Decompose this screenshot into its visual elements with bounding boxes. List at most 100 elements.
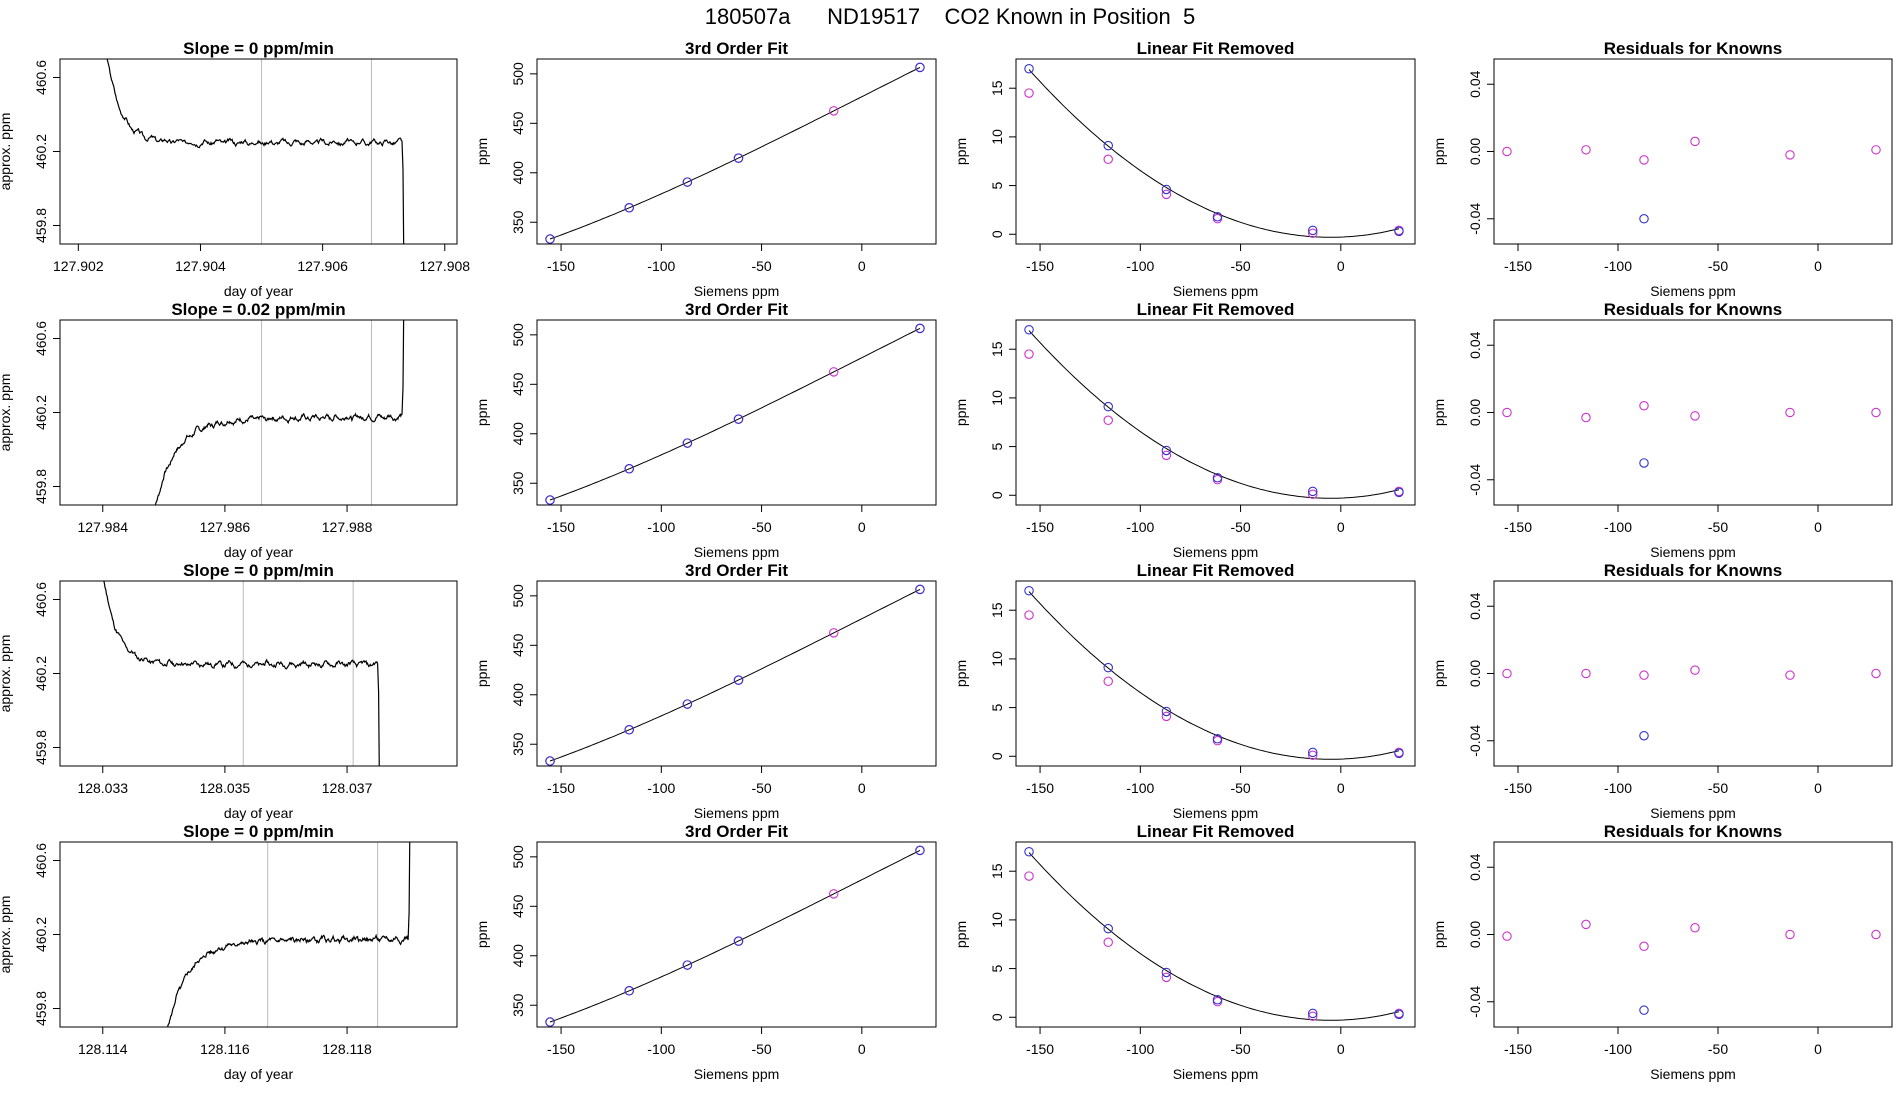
panel-title: Residuals for Knowns xyxy=(1604,300,1783,319)
panel-title: 3rd Order Fit xyxy=(685,39,788,58)
known-point-blue xyxy=(624,464,634,474)
x-axis-label: day of year xyxy=(224,544,294,560)
y-tick-label: 0 xyxy=(989,1013,1005,1021)
plot-area xyxy=(545,845,925,1027)
x-tick-label: -100 xyxy=(1126,780,1154,796)
y-axis-label: approx. ppm xyxy=(0,374,13,452)
plot-area xyxy=(1502,136,1881,224)
panel-title: Residuals for Knowns xyxy=(1604,822,1783,841)
known-point-magenta xyxy=(1103,676,1113,687)
x-axis-label: Siemens ppm xyxy=(1650,805,1736,821)
panel-title: Slope = 0 ppm/min xyxy=(183,822,334,841)
panel-frame xyxy=(536,841,937,1028)
panel-1-2: Linear Fit Removed Siemens ppm ppm -150 -100… xyxy=(953,300,1416,560)
plot-area xyxy=(167,842,411,1027)
y-axis-label: approx. ppm xyxy=(0,635,13,713)
known-point-blue xyxy=(1212,994,1223,1005)
known-point-magenta xyxy=(1103,415,1113,426)
y-axis-label: ppm xyxy=(953,660,969,687)
known-point-blue xyxy=(1394,487,1404,498)
known-point-blue xyxy=(1394,226,1404,237)
plot-area xyxy=(1024,585,1404,761)
panel-frame xyxy=(1015,319,1416,506)
y-tick-label: 350 xyxy=(510,210,526,234)
x-tick-label: -50 xyxy=(1708,1041,1728,1057)
plot-area xyxy=(154,320,405,505)
panel-frame xyxy=(1493,841,1893,1028)
known-point-blue xyxy=(1103,140,1113,151)
known-point-blue xyxy=(545,234,555,244)
x-tick-label: -50 xyxy=(1708,780,1728,796)
known-point-blue xyxy=(1161,445,1172,456)
known-point-magenta xyxy=(1307,228,1318,239)
known-point-blue xyxy=(682,699,693,709)
x-axis-label: Siemens ppm xyxy=(1650,283,1736,299)
figure-title: 180507a ND19517 CO2 Known in Position 5 xyxy=(704,4,1196,29)
known-point-magenta xyxy=(1212,996,1223,1007)
plot-area xyxy=(1024,63,1404,239)
known-point-blue xyxy=(624,986,634,996)
x-tick-label: 127.988 xyxy=(322,519,373,535)
x-tick-label: 128.033 xyxy=(77,780,128,796)
y-tick-label: 460.6 xyxy=(33,321,49,356)
known-point-blue xyxy=(1639,1005,1649,1015)
known-point-blue xyxy=(1024,585,1034,596)
y-tick-label: 450 xyxy=(510,372,526,396)
y-axis-label: approx. ppm xyxy=(0,896,13,974)
known-point-blue xyxy=(915,62,925,73)
x-tick-label: -150 xyxy=(1504,1041,1532,1057)
x-axis-label: Siemens ppm xyxy=(694,544,780,560)
known-point-magenta xyxy=(1785,670,1795,680)
panel-1-1: 3rd Order Fit Siemens ppm ppm -150 -100 -50 0 3… xyxy=(474,300,937,560)
known-point-blue xyxy=(624,203,634,213)
x-tick-label: -50 xyxy=(1708,519,1728,535)
y-axis-label: ppm xyxy=(474,399,490,426)
x-tick-label: 0 xyxy=(1814,258,1822,274)
y-tick-label: 500 xyxy=(510,584,526,608)
panel-title: Linear Fit Removed xyxy=(1137,561,1295,580)
x-tick-label: -150 xyxy=(1026,258,1054,274)
panel-title: Linear Fit Removed xyxy=(1137,300,1295,319)
panel-title: 3rd Order Fit xyxy=(685,300,788,319)
panel-frame xyxy=(1493,58,1893,245)
x-tick-label: 0 xyxy=(1337,780,1345,796)
y-tick-label: 0.04 xyxy=(1467,592,1483,619)
known-point-magenta xyxy=(828,889,839,899)
known-point-magenta xyxy=(1639,941,1649,952)
known-point-magenta xyxy=(1690,665,1700,675)
y-tick-label: 0.04 xyxy=(1467,70,1483,97)
plot-area xyxy=(545,584,925,766)
y-axis-label: ppm xyxy=(953,399,969,426)
y-tick-label: 5 xyxy=(989,442,1005,450)
known-point-magenta xyxy=(1581,919,1591,930)
plot-area xyxy=(1024,324,1404,500)
panel-2-3: Residuals for Knowns Siemens ppm ppm -150 -1… xyxy=(1431,561,1893,821)
panel-3-3: Residuals for Knowns Siemens ppm ppm -150 -1… xyxy=(1431,822,1893,1082)
known-point-magenta xyxy=(1212,735,1223,746)
x-axis-label: Siemens ppm xyxy=(1173,544,1259,560)
y-tick-label: -0.04 xyxy=(1467,725,1483,757)
known-point-blue xyxy=(1307,1008,1318,1019)
known-point-blue xyxy=(1394,1009,1404,1020)
y-tick-label: 460.2 xyxy=(33,395,49,430)
known-point-magenta xyxy=(1502,146,1512,157)
known-point-magenta xyxy=(1024,610,1034,620)
x-tick-label: 128.037 xyxy=(322,780,373,796)
known-point-blue xyxy=(1103,401,1113,412)
known-point-blue xyxy=(915,845,925,856)
y-tick-label: 450 xyxy=(510,111,526,135)
y-axis-label: ppm xyxy=(474,921,490,948)
y-axis-label: ppm xyxy=(1431,921,1447,948)
panel-2-0: Slope = 0 ppm/min day of year approx. ppm 1… xyxy=(0,561,458,821)
x-tick-label: -100 xyxy=(1604,519,1632,535)
x-tick-label: 0 xyxy=(858,1041,866,1057)
known-point-blue xyxy=(1307,486,1318,497)
known-point-magenta xyxy=(1871,668,1881,679)
x-axis-label: Siemens ppm xyxy=(1173,805,1259,821)
plot-area xyxy=(1502,919,1881,1015)
panel-frame xyxy=(59,841,458,1028)
x-axis-label: Siemens ppm xyxy=(694,805,780,821)
known-point-magenta xyxy=(1024,349,1034,359)
y-tick-label: 459.8 xyxy=(33,469,49,504)
